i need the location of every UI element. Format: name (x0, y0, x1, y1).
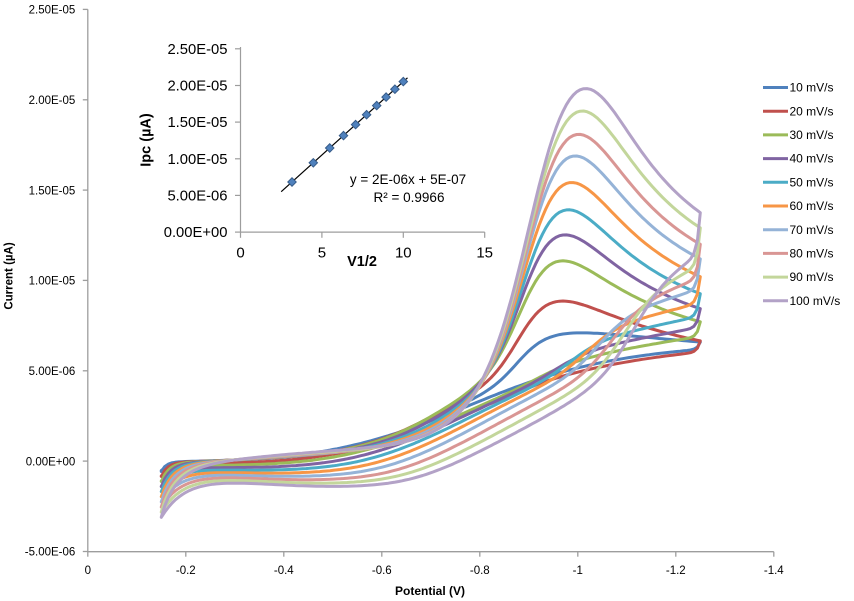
svg-text:0: 0 (85, 565, 91, 577)
svg-text:5: 5 (318, 245, 326, 262)
svg-text:100 mV/s: 100 mV/s (790, 294, 841, 308)
svg-text:60 mV/s: 60 mV/s (790, 199, 834, 213)
svg-text:0.00E+00: 0.00E+00 (164, 225, 228, 241)
svg-text:50 mV/s: 50 mV/s (790, 175, 834, 189)
svg-text:80 mV/s: 80 mV/s (790, 247, 834, 261)
svg-text:-0.6: -0.6 (372, 565, 392, 577)
svg-text:R² = 0.9966: R² = 0.9966 (374, 190, 445, 205)
svg-text:-0.4: -0.4 (274, 565, 294, 577)
svg-text:1.50E-05: 1.50E-05 (167, 115, 227, 131)
svg-text:10 mV/s: 10 mV/s (790, 81, 834, 95)
svg-text:10: 10 (395, 245, 412, 262)
svg-text:0.00E+00: 0.00E+00 (26, 456, 76, 468)
svg-text:2.50E-05: 2.50E-05 (29, 5, 76, 17)
svg-text:-0.2: -0.2 (176, 565, 196, 577)
svg-text:2.00E-05: 2.00E-05 (29, 95, 76, 107)
svg-text:40 mV/s: 40 mV/s (790, 152, 834, 166)
svg-text:V1/2: V1/2 (347, 254, 377, 270)
svg-text:5.00E-06: 5.00E-06 (29, 366, 76, 378)
svg-text:Current (µA): Current (µA) (4, 242, 16, 309)
svg-text:0: 0 (236, 245, 244, 262)
svg-text:-0.8: -0.8 (470, 565, 490, 577)
svg-text:2.00E-05: 2.00E-05 (167, 79, 227, 95)
svg-text:30 mV/s: 30 mV/s (790, 128, 834, 142)
svg-text:y = 2E-06x + 5E-07: y = 2E-06x + 5E-07 (350, 172, 466, 187)
svg-text:5.00E-06: 5.00E-06 (167, 189, 227, 205)
svg-text:90 mV/s: 90 mV/s (790, 270, 834, 284)
svg-text:Potential (V): Potential (V) (395, 584, 465, 598)
svg-text:-1.2: -1.2 (666, 565, 686, 577)
svg-text:1.50E-05: 1.50E-05 (29, 185, 76, 197)
svg-text:15: 15 (476, 245, 493, 262)
svg-text:1.00E-05: 1.00E-05 (167, 152, 227, 168)
svg-text:70 mV/s: 70 mV/s (790, 223, 834, 237)
svg-text:-5.00E-06: -5.00E-06 (25, 547, 76, 559)
svg-text:20 mV/s: 20 mV/s (790, 104, 834, 118)
svg-text:-1: -1 (573, 565, 583, 577)
svg-text:-1.4: -1.4 (764, 565, 784, 577)
svg-text:Ipc (µA): Ipc (µA) (139, 113, 155, 167)
svg-text:1.00E-05: 1.00E-05 (29, 276, 76, 288)
svg-text:2.50E-05: 2.50E-05 (167, 42, 227, 58)
